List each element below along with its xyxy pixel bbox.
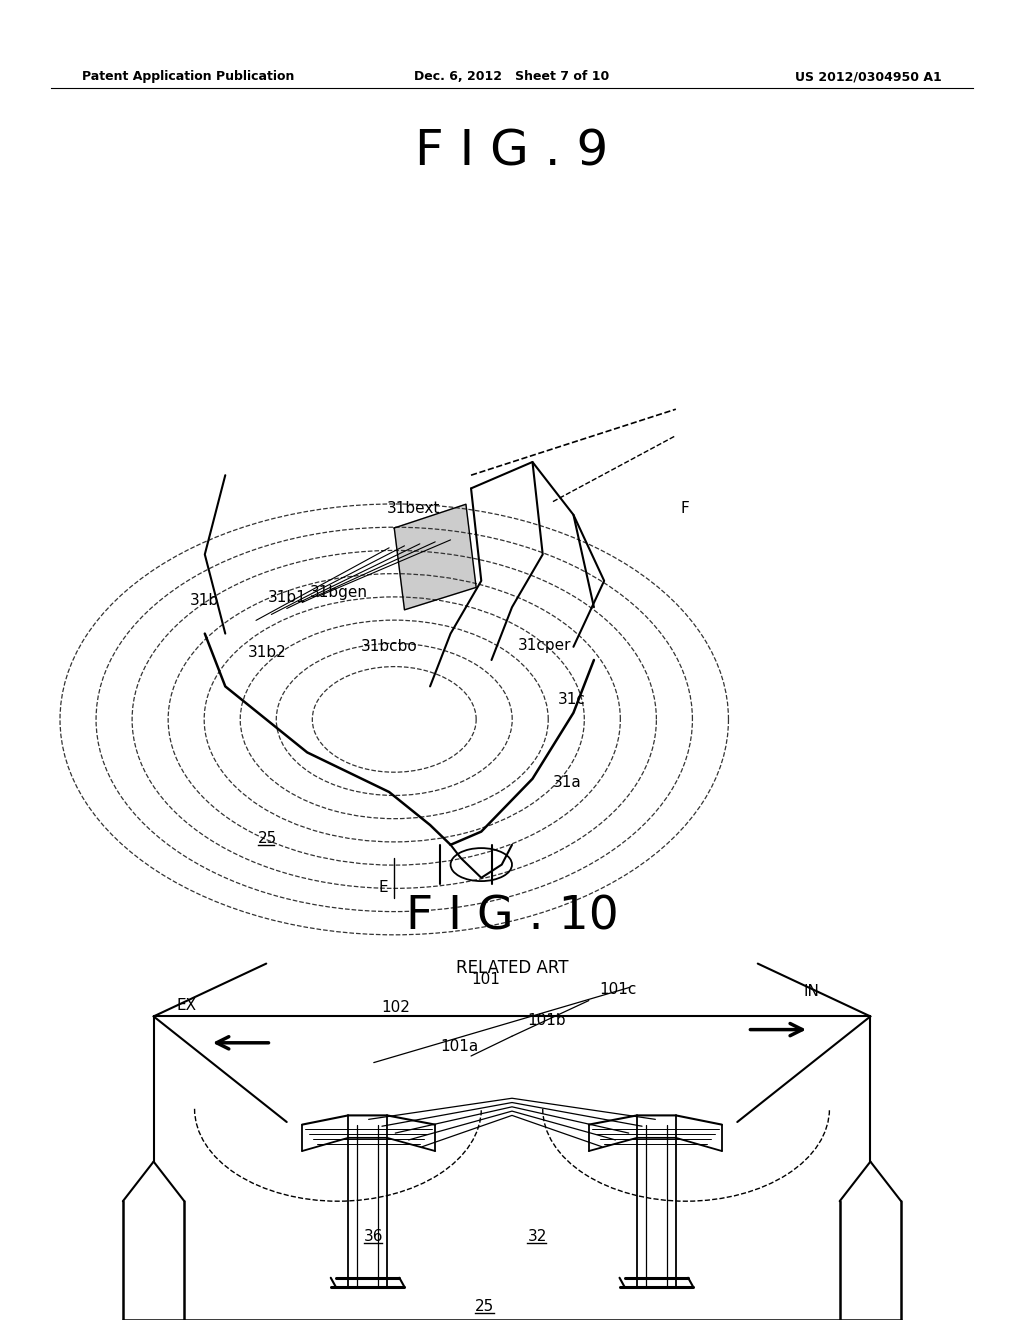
Text: E: E [379, 879, 388, 895]
Text: 25: 25 [475, 1299, 495, 1315]
Text: 31b2: 31b2 [248, 644, 287, 660]
Text: 31c: 31c [558, 692, 586, 708]
Text: 31bcbo: 31bcbo [360, 639, 417, 655]
Text: 102: 102 [381, 999, 410, 1015]
Polygon shape [394, 504, 476, 610]
Text: US 2012/0304950 A1: US 2012/0304950 A1 [796, 70, 942, 83]
Text: 25: 25 [258, 830, 278, 846]
Text: 31bext: 31bext [387, 500, 440, 516]
Text: 32: 32 [527, 1229, 547, 1245]
Text: Dec. 6, 2012   Sheet 7 of 10: Dec. 6, 2012 Sheet 7 of 10 [415, 70, 609, 83]
Text: 31b: 31b [189, 593, 218, 609]
Text: F: F [681, 500, 690, 516]
Text: 31b1: 31b1 [268, 590, 307, 606]
Text: 36: 36 [364, 1229, 383, 1245]
Text: 31bgen: 31bgen [310, 585, 369, 601]
Text: 101b: 101b [527, 1012, 566, 1028]
Text: IN: IN [804, 983, 820, 999]
Text: 101c: 101c [599, 982, 636, 998]
Text: RELATED ART: RELATED ART [456, 958, 568, 977]
Text: EX: EX [176, 998, 197, 1014]
Text: F I G . 10: F I G . 10 [406, 895, 618, 940]
Text: F I G . 9: F I G . 9 [416, 128, 608, 176]
Text: 101a: 101a [440, 1039, 478, 1055]
Text: 101: 101 [471, 972, 500, 987]
Text: 31a: 31a [553, 775, 582, 791]
Text: Patent Application Publication: Patent Application Publication [82, 70, 294, 83]
Text: 31cper: 31cper [518, 638, 571, 653]
